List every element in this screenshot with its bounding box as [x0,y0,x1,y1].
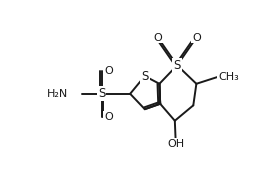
Text: S: S [98,87,105,100]
Text: CH₃: CH₃ [218,72,239,82]
Text: S: S [141,70,149,83]
Text: O: O [153,33,162,43]
Text: H₂N: H₂N [47,89,68,99]
Text: S: S [174,59,181,72]
Text: O: O [192,33,201,43]
Text: O: O [104,66,113,76]
Text: O: O [104,112,113,122]
Text: OH: OH [167,139,184,149]
